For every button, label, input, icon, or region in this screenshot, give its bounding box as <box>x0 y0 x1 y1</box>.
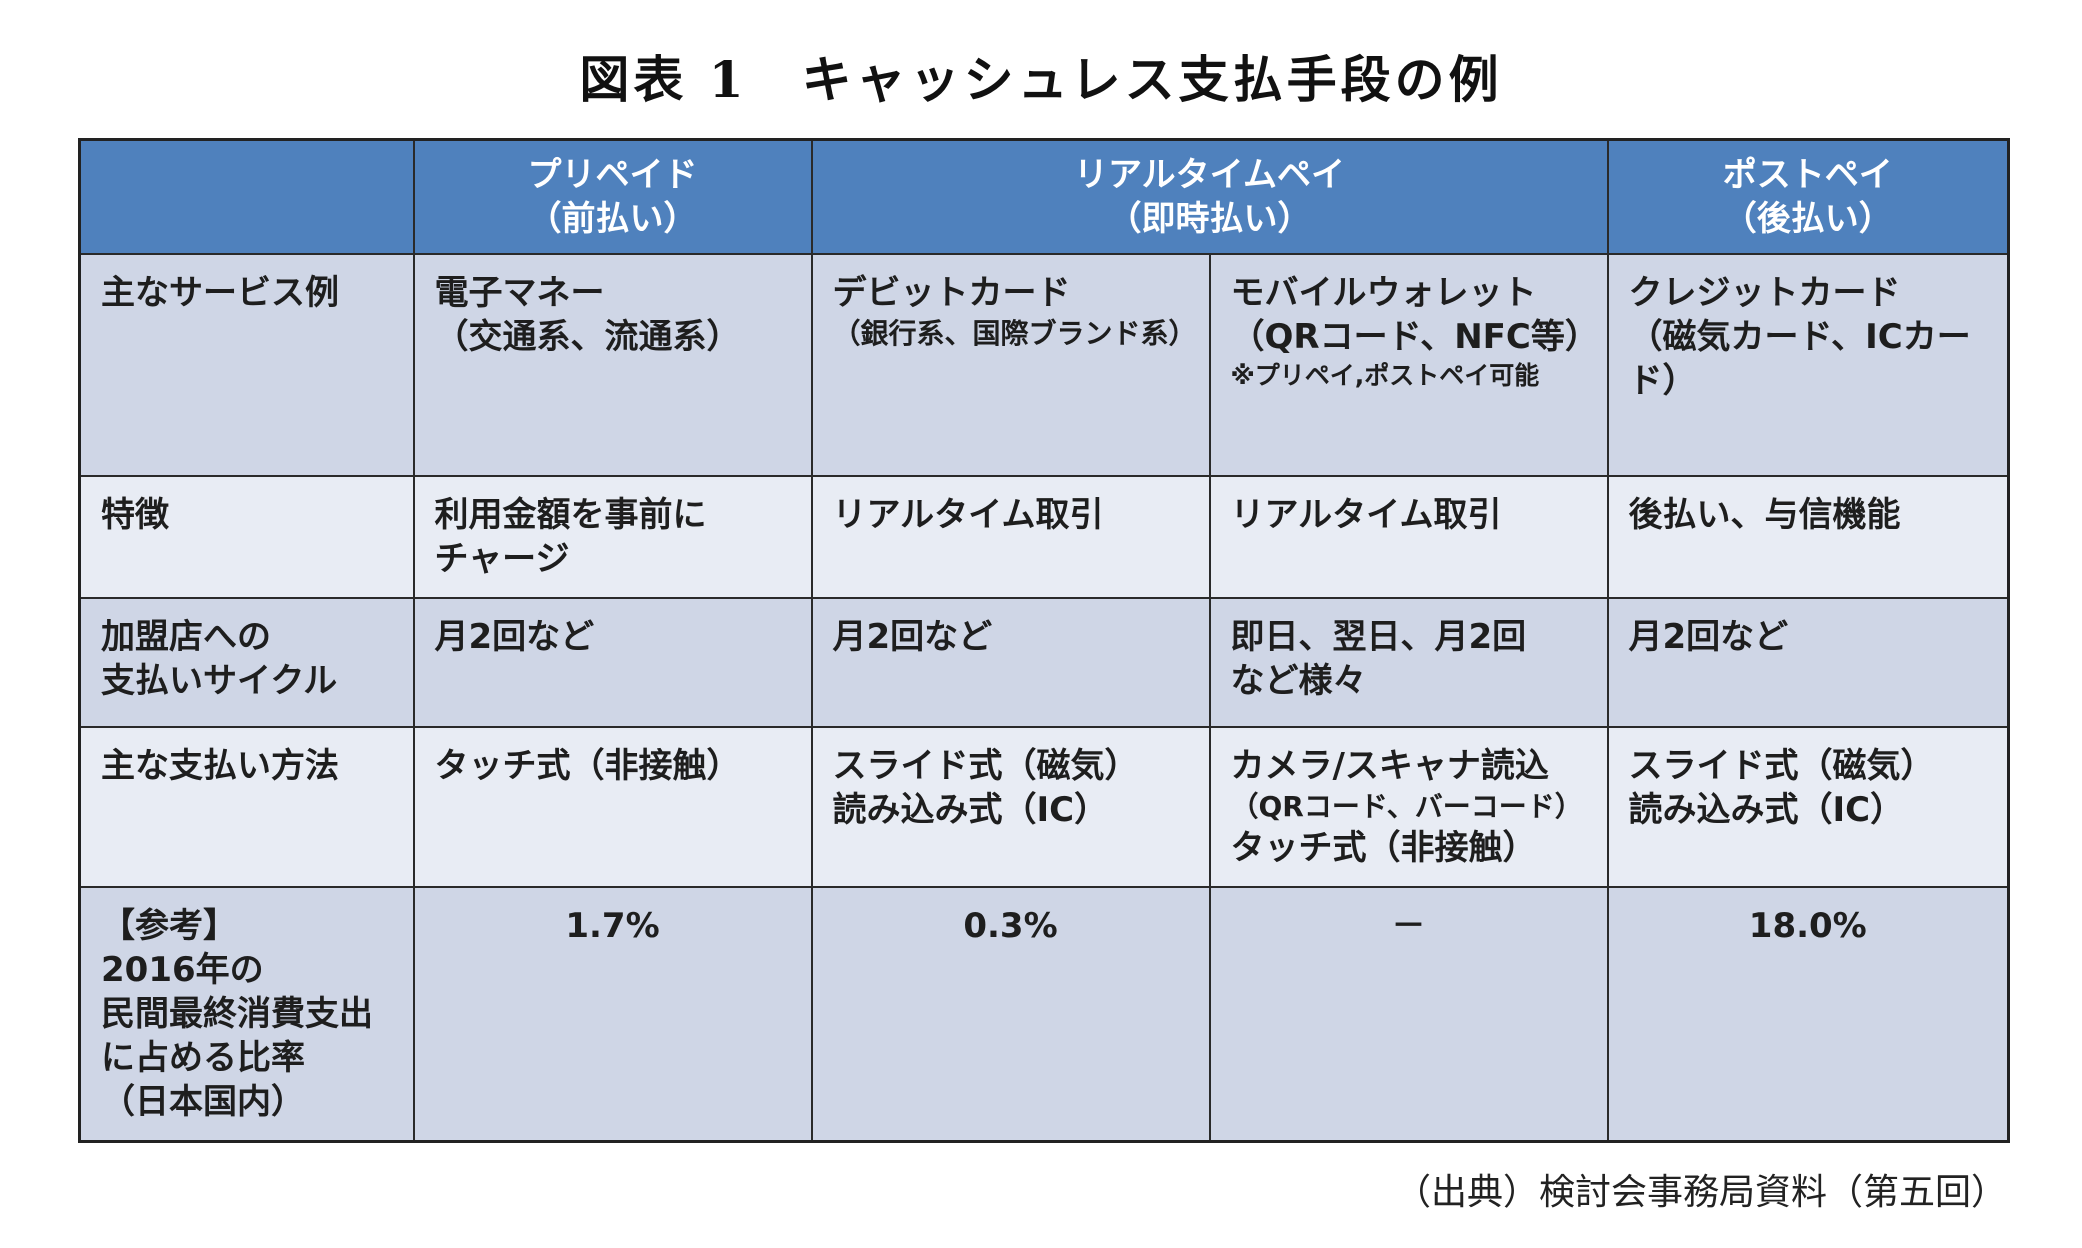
cell-services-postpay: クレジットカード （磁気カード、ICカード） <box>1606 253 2010 477</box>
header-realtime-name: リアルタイムペイ <box>1074 155 1345 195</box>
cell-text: （日本国内） <box>101 1082 305 1122</box>
cell-text: スライド式（磁気） <box>832 746 1139 786</box>
header-realtime-sub: （即時払い） <box>1107 199 1312 239</box>
cell-cycle-debit: 月2回など <box>810 597 1211 728</box>
cell-text: （銀行系、国際ブランド系） <box>832 317 1197 350</box>
cell-services-prepaid: 電子マネー （交通系、流通系） <box>412 253 813 477</box>
cell-text: 読み込み式（IC） <box>832 790 1109 830</box>
header-prepaid-sub: （前払い） <box>527 199 698 239</box>
cell-text: 電子マネー <box>434 273 605 313</box>
row-label-services: 主なサービス例 <box>78 253 415 477</box>
cell-text: （QRコード、NFC等） <box>1230 317 1599 357</box>
cell-text: に占める比率 <box>101 1038 305 1078</box>
cell-ratio-debit: 0.3% <box>810 886 1211 1143</box>
cell-text: デビットカード <box>832 273 1071 313</box>
cell-ratio-postpay: 18.0% <box>1606 886 2010 1143</box>
cell-text: （磁気カード、ICカード） <box>1628 317 1971 401</box>
row-label-features: 特徴 <box>78 475 415 599</box>
cashless-payment-table: プリペイド （前払い） リアルタイムペイ （即時払い） ポストペイ （後払い） … <box>78 138 2011 1143</box>
cell-ratio-mobile: － <box>1208 886 1609 1143</box>
cell-features-mobile: リアルタイム取引 <box>1208 475 1609 599</box>
cell-features-debit: リアルタイム取引 <box>810 475 1211 599</box>
cell-text: 即日、翌日、月2回 <box>1230 617 1527 657</box>
cell-features-postpay: 後払い、与信機能 <box>1606 475 2010 599</box>
header-prepaid-name: プリペイド <box>527 155 698 195</box>
row-services: 主なサービス例 電子マネー （交通系、流通系） デビットカード （銀行系、国際ブ… <box>78 253 2010 477</box>
row-methods: 主な支払い方法 タッチ式（非接触） スライド式（磁気） 読み込み式（IC） カメ… <box>78 726 2010 888</box>
cell-text: カメラ/スキャナ読込 <box>1230 746 1549 786</box>
cell-text: 【参考】 <box>101 906 237 946</box>
cell-cycle-prepaid: 月2回など <box>412 597 813 728</box>
cell-ratio-prepaid: 1.7% <box>412 886 813 1143</box>
cell-methods-prepaid: タッチ式（非接触） <box>412 726 813 888</box>
table-header-row: プリペイド （前払い） リアルタイムペイ （即時払い） ポストペイ （後払い） <box>78 138 2010 255</box>
cell-cycle-postpay: 月2回など <box>1606 597 2010 728</box>
row-features: 特徴 利用金額を事前に チャージ リアルタイム取引 リアルタイム取引 後払い、与… <box>78 475 2010 599</box>
cell-text: チャージ <box>434 539 570 579</box>
cell-services-debit: デビットカード （銀行系、国際ブランド系） <box>810 253 1211 477</box>
cell-text: （交通系、流通系） <box>434 317 741 357</box>
header-postpay-sub: （後払い） <box>1722 199 1893 239</box>
page-title: 図表 1 キャッシュレス支払手段の例 <box>579 50 1503 109</box>
header-realtime: リアルタイムペイ （即時払い） <box>810 138 1609 255</box>
cell-text: スライド式（磁気） <box>1628 746 1935 786</box>
cell-text: 利用金額を事前に <box>434 495 707 535</box>
cell-methods-postpay: スライド式（磁気） 読み込み式（IC） <box>1606 726 2010 888</box>
cell-text: 支払いサイクル <box>101 661 338 701</box>
cell-cycle-mobile: 即日、翌日、月2回 など様々 <box>1208 597 1609 728</box>
row-label-cycle: 加盟店への 支払いサイクル <box>78 597 415 728</box>
header-postpay-name: ポストペイ <box>1722 155 1893 195</box>
header-prepaid: プリペイド （前払い） <box>412 138 813 255</box>
row-cycle: 加盟店への 支払いサイクル 月2回など 月2回など 即日、翌日、月2回 など様々… <box>78 597 2010 728</box>
cell-text: など様々 <box>1230 661 1367 701</box>
cell-methods-debit: スライド式（磁気） 読み込み式（IC） <box>810 726 1211 888</box>
cell-services-mobile: モバイルウォレット （QRコード、NFC等） ※プリペイ,ポストペイ可能 <box>1208 253 1609 477</box>
header-corner <box>78 138 415 255</box>
cell-text: モバイルウォレット <box>1230 273 1537 313</box>
cell-text: 民間最終消費支出 <box>101 994 373 1034</box>
source-note: （出典）検討会事務局資料（第五回） <box>1394 1172 2007 1213</box>
row-label-methods: 主な支払い方法 <box>78 726 415 888</box>
cell-features-prepaid: 利用金額を事前に チャージ <box>412 475 813 599</box>
row-ratio: 【参考】 2016年の 民間最終消費支出 に占める比率 （日本国内） 1.7% … <box>78 886 2010 1143</box>
cell-text: 読み込み式（IC） <box>1628 790 1905 830</box>
cell-text: 2016年の <box>101 950 264 990</box>
cell-note: ※プリペイ,ポストペイ可能 <box>1230 361 1540 390</box>
row-label-ratio: 【参考】 2016年の 民間最終消費支出 に占める比率 （日本国内） <box>78 886 415 1143</box>
cell-text: タッチ式（非接触） <box>1230 828 1537 868</box>
cell-text: クレジットカード <box>1628 273 1901 313</box>
cell-methods-mobile: カメラ/スキャナ読込 （QRコード、バーコード） タッチ式（非接触） <box>1208 726 1609 888</box>
cell-text: （QRコード、バーコード） <box>1230 790 1583 823</box>
header-postpay: ポストペイ （後払い） <box>1606 138 2010 255</box>
cell-text: 加盟店への <box>101 617 271 657</box>
